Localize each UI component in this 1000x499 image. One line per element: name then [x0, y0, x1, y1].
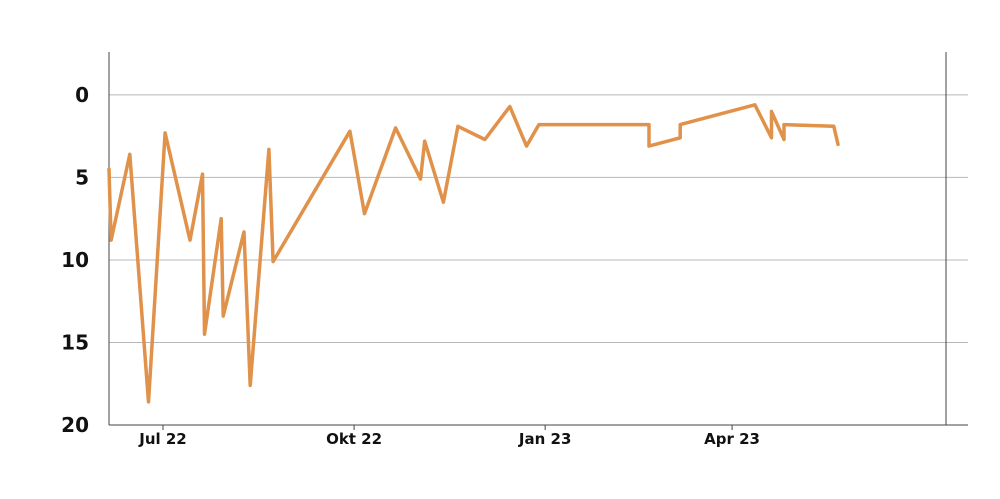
y-tick-label-10: 10 — [61, 248, 89, 272]
x-tick-label-3: Apr 23 — [704, 430, 760, 448]
y-tick-label-15: 15 — [61, 330, 89, 354]
grid-layer — [109, 94, 968, 343]
series-layer — [107, 103, 840, 404]
axis-layer — [108, 52, 968, 430]
y-tick-label-20: 20 — [61, 413, 89, 437]
y-tick-label-0: 0 — [75, 83, 89, 107]
series-line-0 — [107, 103, 840, 404]
label-layer: 0 5 10 15 20 Jul 22 Okt 22 Jan 23 Apr 23 — [61, 83, 760, 448]
y-tick-label-5: 5 — [75, 165, 89, 189]
x-tick-label-2: Jan 23 — [518, 430, 571, 448]
x-tick-label-0: Jul 22 — [138, 430, 187, 448]
x-tick-label-1: Okt 22 — [326, 430, 382, 448]
